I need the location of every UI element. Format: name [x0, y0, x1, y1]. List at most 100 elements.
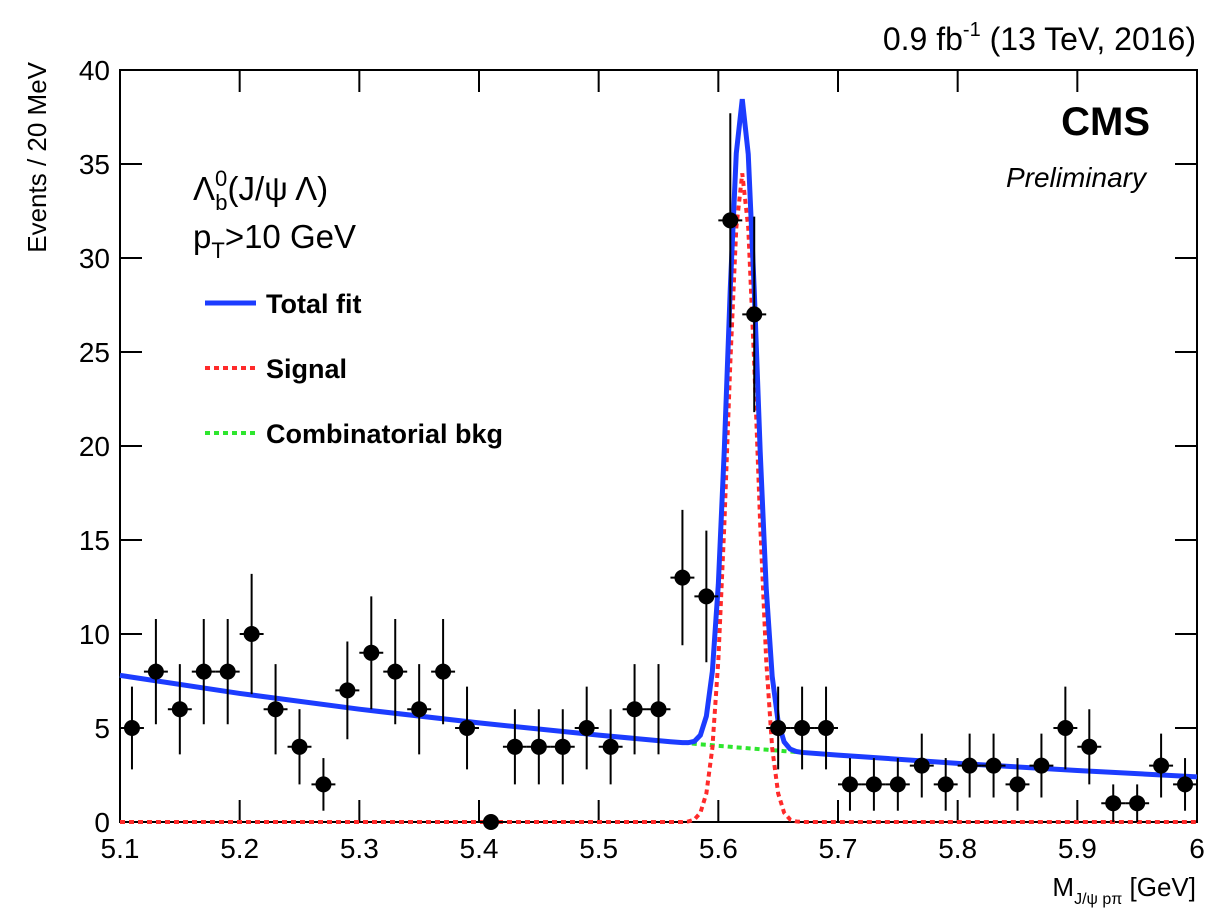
- y-tick-label: 20: [79, 431, 110, 462]
- data-marker: [841, 776, 858, 793]
- legend-label: Total fit: [266, 289, 361, 319]
- data-point: [981, 733, 1006, 798]
- data-point: [167, 664, 192, 755]
- data-point: [359, 596, 384, 710]
- data-point: [287, 709, 312, 785]
- data-marker: [937, 776, 954, 793]
- data-point: [885, 758, 910, 811]
- data-marker: [961, 757, 978, 774]
- annotation-subscript: T: [211, 238, 224, 263]
- data-marker: [554, 738, 571, 755]
- data-point: [407, 664, 432, 755]
- y-tick-label: 15: [79, 525, 110, 556]
- data-marker: [770, 720, 787, 736]
- data-point: [502, 709, 527, 785]
- legend-label: Combinatorial bkg: [266, 419, 503, 449]
- y-tick-label: 30: [79, 243, 110, 274]
- data-point: [909, 733, 934, 798]
- data-marker: [243, 626, 260, 642]
- x-tick-label: 5.1: [101, 833, 140, 864]
- data-point: [1125, 784, 1150, 822]
- data-point: [838, 758, 862, 811]
- data-point: [431, 618, 456, 725]
- data-point: [718, 113, 743, 328]
- data-marker: [267, 701, 284, 718]
- data-point: [1149, 733, 1174, 798]
- data-point: [335, 641, 360, 740]
- data-point: [694, 530, 719, 663]
- data-point: [1005, 758, 1030, 811]
- data-marker: [411, 701, 428, 718]
- data-marker: [435, 663, 452, 680]
- y-tick-label: 0: [94, 807, 110, 838]
- data-marker: [889, 776, 906, 793]
- data-marker: [865, 776, 882, 793]
- data-marker: [219, 663, 236, 680]
- annotation-part: p: [193, 218, 211, 255]
- data-point: [526, 709, 551, 785]
- data-point: [957, 733, 982, 798]
- data-point: [861, 758, 886, 811]
- data-marker: [387, 663, 404, 680]
- data-marker: [674, 569, 691, 586]
- y-tick-label: 25: [79, 337, 110, 368]
- data-marker: [147, 663, 164, 680]
- data-point: [1173, 758, 1197, 811]
- y-axis-label: Events / 20 MeV: [22, 61, 52, 252]
- data-marker: [482, 814, 499, 830]
- x-label-subscript: J/ψ pπ: [1074, 891, 1122, 908]
- data-point: [622, 664, 647, 755]
- annotation-part: >10 GeV: [225, 218, 356, 255]
- data-point: [120, 686, 144, 770]
- data-marker: [291, 738, 308, 755]
- data-marker: [1057, 720, 1074, 736]
- data-marker: [1129, 795, 1146, 812]
- annotation-subscript: b: [215, 190, 227, 215]
- data-point: [742, 216, 767, 413]
- y-tick-label: 35: [79, 149, 110, 180]
- data-point: [646, 664, 671, 755]
- y-tick-label: 5: [94, 713, 110, 744]
- x-tick-label: 5.8: [938, 833, 977, 864]
- data-marker: [195, 663, 212, 680]
- data-marker: [339, 682, 356, 699]
- data-marker: [698, 588, 715, 605]
- y-tick-label: 40: [79, 55, 110, 86]
- data-marker: [1177, 776, 1194, 793]
- data-point: [191, 618, 216, 725]
- x-tick-label: 5.2: [220, 833, 259, 864]
- x-tick-label: 5.7: [819, 833, 858, 864]
- data-marker: [530, 738, 547, 755]
- data-point: [1053, 686, 1078, 770]
- data-point: [479, 814, 503, 830]
- data-marker: [363, 644, 380, 661]
- brand: CMS: [1061, 100, 1150, 144]
- data-marker: [602, 738, 619, 755]
- data-point: [670, 509, 695, 646]
- data-point: [1101, 784, 1126, 822]
- y-tick-label: 10: [79, 619, 110, 650]
- data-point: [933, 758, 958, 811]
- data-point: [814, 686, 838, 770]
- data-point: [790, 686, 815, 770]
- annotation: Λ0 b(J/ψ Λ): [193, 166, 328, 215]
- data-marker: [722, 212, 739, 229]
- x-label-part: [GeV]: [1122, 872, 1196, 902]
- data-marker: [1081, 738, 1098, 755]
- data-point: [1029, 733, 1054, 798]
- x-tick-label: 5.4: [460, 833, 499, 864]
- title-part: 0.9 fb: [883, 21, 963, 57]
- data-marker: [985, 757, 1002, 774]
- title-part: (13 TeV, 2016): [981, 21, 1196, 57]
- data-marker: [578, 720, 595, 736]
- data-point: [311, 758, 336, 811]
- x-tick-label: 6: [1189, 833, 1205, 864]
- x-tick-label: 5.5: [579, 833, 618, 864]
- data-point: [239, 573, 264, 695]
- data-marker: [459, 720, 476, 736]
- data-marker: [1105, 795, 1122, 812]
- data-marker: [171, 701, 188, 718]
- data-marker: [746, 306, 763, 323]
